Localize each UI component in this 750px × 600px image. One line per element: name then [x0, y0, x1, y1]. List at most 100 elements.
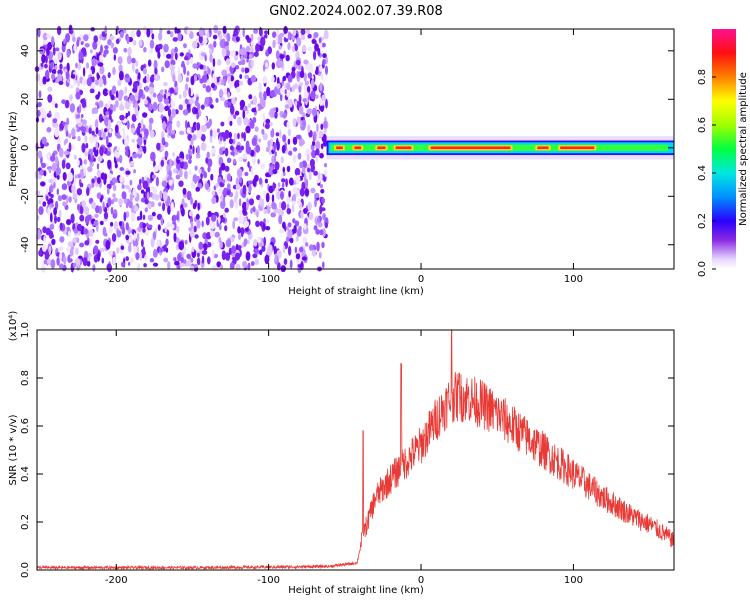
noise-speck: [186, 60, 190, 66]
noise-speck: [196, 219, 201, 229]
noise-speck: [51, 73, 56, 81]
noise-speck: [287, 128, 291, 137]
noise-speck: [120, 261, 125, 268]
noise-speck: [125, 222, 129, 231]
noise-speck: [172, 214, 177, 222]
noise-speck: [99, 33, 102, 40]
noise-speck: [43, 235, 46, 244]
noise-speck: [139, 210, 143, 221]
noise-speck: [83, 206, 90, 216]
noise-speck: [212, 73, 216, 80]
noise-speck: [142, 67, 148, 75]
noise-speck: [226, 157, 232, 164]
noise-speck: [166, 163, 169, 174]
noise-speck: [102, 201, 105, 210]
noise-speck: [294, 246, 298, 254]
noise-speck: [242, 109, 246, 120]
noise-speck: [151, 174, 156, 179]
noise-speck: [273, 245, 277, 256]
noise-speck: [255, 144, 261, 153]
noise-speck: [264, 30, 269, 35]
noise-speck: [46, 127, 52, 133]
noise-speck: [68, 196, 72, 203]
noise-speck: [116, 134, 122, 139]
noise-speck: [235, 36, 240, 42]
noise-speck: [224, 147, 229, 157]
noise-speck: [102, 88, 109, 97]
noise-speck: [72, 193, 78, 200]
noise-speck: [259, 196, 263, 207]
noise-speck: [223, 78, 227, 87]
noise-speck: [304, 188, 310, 197]
noise-speck: [142, 214, 146, 220]
noise-speck: [78, 104, 82, 113]
noise-speck: [242, 27, 245, 38]
noise-speck: [112, 193, 116, 198]
noise-speck: [204, 28, 208, 35]
noise-speck: [183, 202, 188, 208]
noise-speck: [48, 110, 52, 116]
noise-speck: [110, 88, 116, 95]
noise-speck: [303, 173, 307, 183]
noise-speck: [174, 26, 178, 34]
noise-speck: [145, 85, 149, 93]
noise-speck: [211, 241, 215, 246]
noise-speck: [124, 184, 130, 190]
noise-speck: [144, 198, 149, 205]
noise-speck: [301, 184, 306, 190]
colorbar-label: Normalized spectral amplitude: [738, 72, 749, 226]
noise-speck: [209, 230, 215, 238]
noise-speck: [262, 76, 268, 84]
noise-speck: [225, 252, 231, 261]
noise-speck: [323, 29, 329, 40]
noise-speck: [169, 87, 175, 94]
noise-speck: [307, 201, 312, 211]
noise-speck: [286, 208, 292, 215]
noise-speck: [180, 207, 185, 217]
noise-speck: [67, 258, 73, 263]
x-tick-label: 0: [418, 575, 424, 586]
noise-speck: [315, 69, 319, 75]
noise-speck: [265, 226, 271, 231]
noise-speck: [114, 163, 118, 169]
noise-speck: [144, 99, 148, 105]
noise-speck: [130, 212, 136, 223]
noise-speck: [128, 187, 132, 193]
noise-speck: [282, 75, 287, 82]
noise-speck: [213, 185, 217, 191]
noise-speck: [245, 35, 250, 40]
noise-speck: [232, 139, 236, 144]
noise-speck: [314, 192, 320, 199]
noise-speck: [56, 257, 60, 266]
noise-speck: [294, 167, 301, 177]
noise-speck: [172, 74, 176, 83]
noise-speck: [125, 112, 129, 118]
noise-speck: [281, 178, 286, 183]
noise-speck: [151, 33, 155, 40]
noise-speck: [319, 204, 323, 215]
noise-speck: [147, 203, 152, 209]
noise-speck: [86, 260, 91, 267]
noise-speck: [184, 98, 189, 105]
noise-speck: [245, 67, 250, 74]
noise-speck: [267, 244, 273, 254]
noise-speck: [300, 70, 305, 79]
noise-speck: [257, 236, 262, 244]
noise-speck: [129, 192, 134, 202]
noise-speck: [178, 94, 182, 100]
noise-speck: [235, 86, 241, 93]
noise-speck: [81, 200, 87, 208]
noise-speck: [263, 222, 266, 231]
noise-speck: [188, 159, 192, 164]
noise-speck: [149, 75, 155, 83]
noise-speck: [215, 97, 219, 103]
noise-speck: [242, 260, 248, 269]
noise-speck: [75, 62, 78, 69]
noise-speck: [207, 256, 211, 265]
noise-speck: [221, 69, 227, 77]
band-red: [430, 146, 511, 150]
noise-speck: [292, 186, 298, 194]
noise-speck: [260, 36, 266, 47]
noise-speck: [179, 168, 183, 178]
noise-speck: [62, 201, 67, 207]
